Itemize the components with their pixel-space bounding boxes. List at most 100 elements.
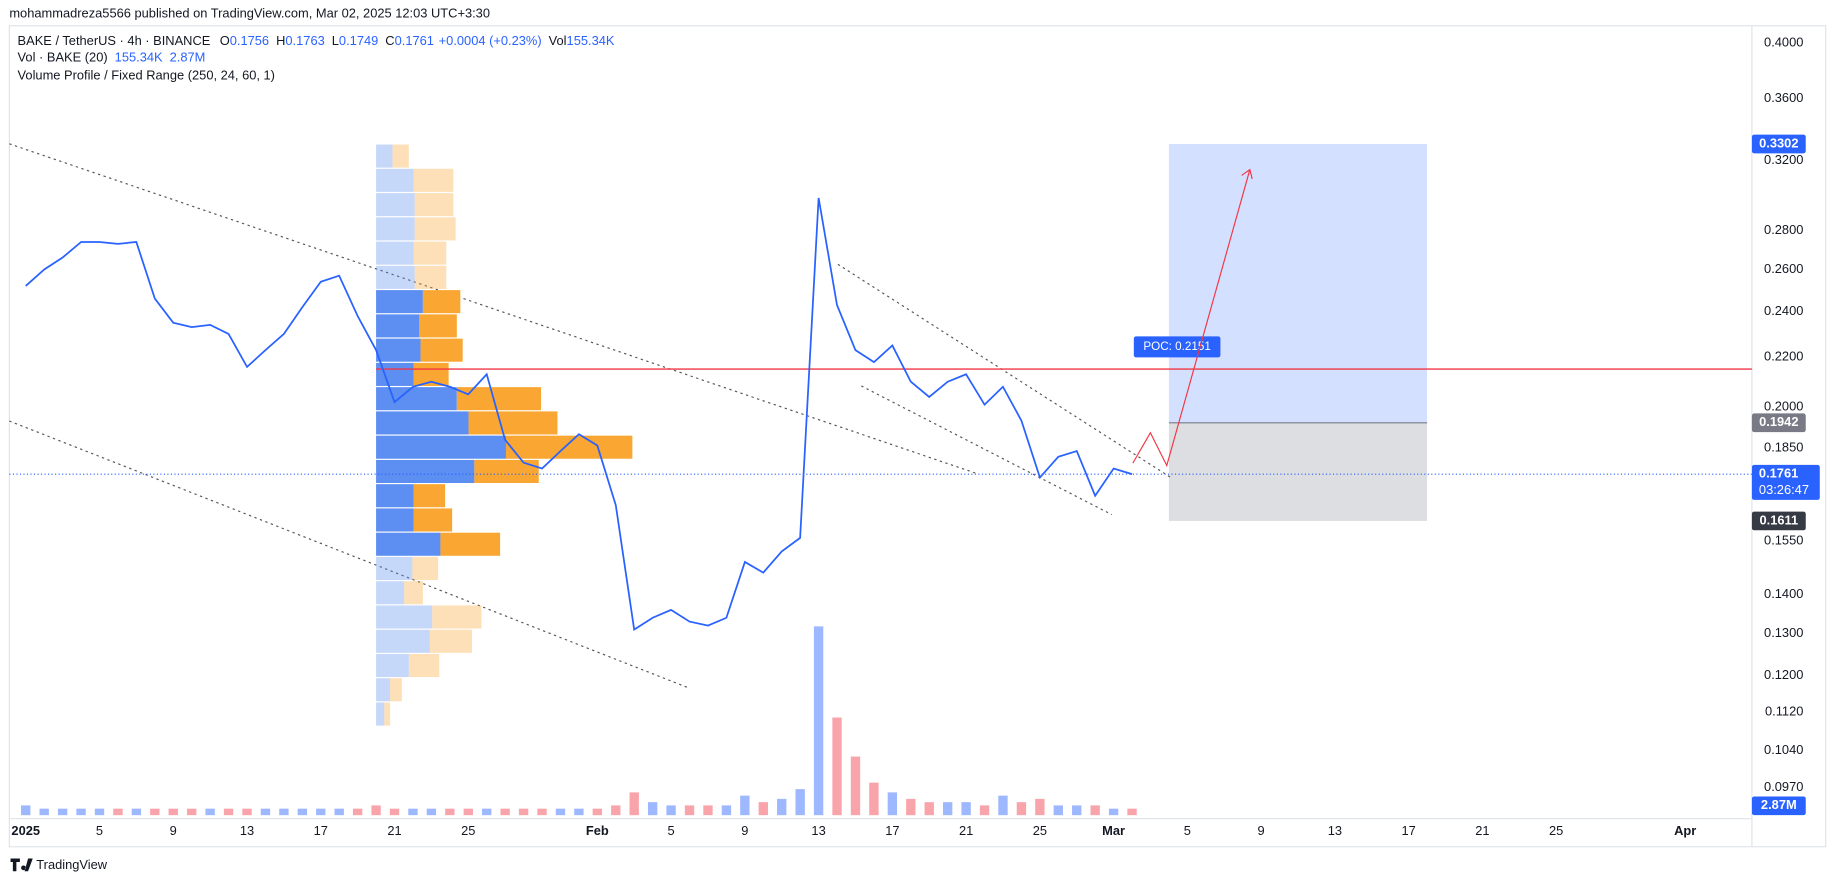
profile-up bbox=[376, 338, 421, 362]
x-tick-label: 5 bbox=[96, 823, 103, 838]
volume-bar bbox=[721, 805, 732, 816]
volume-bar bbox=[39, 808, 49, 816]
vol-label: Vol bbox=[549, 33, 567, 48]
y-tick-label: 0.3600 bbox=[1764, 90, 1803, 105]
volume-bar bbox=[629, 792, 639, 816]
volume-bar bbox=[260, 808, 271, 816]
volume-bar bbox=[297, 808, 308, 816]
volume-bar bbox=[592, 808, 603, 816]
volume-bar bbox=[906, 798, 916, 816]
trendline bbox=[837, 263, 1171, 478]
target-label: 0.3302 bbox=[1759, 135, 1798, 150]
volume-bar bbox=[168, 808, 178, 816]
profile-down bbox=[468, 411, 558, 435]
volume-bar bbox=[961, 802, 971, 816]
x-tick-label: 13 bbox=[240, 823, 254, 838]
profile-down bbox=[413, 241, 447, 265]
x-tick-label: 9 bbox=[170, 823, 177, 838]
x-tick-label: 21 bbox=[959, 823, 973, 838]
y-tick-label: 0.1300 bbox=[1764, 625, 1803, 640]
plot-layer: POC: 0.2151 0.4000 0.3600 0.3200 0.2800 0.260… bbox=[9, 35, 1820, 838]
profile-up bbox=[376, 241, 414, 265]
x-tick-label: 25 bbox=[1033, 823, 1047, 838]
legend-main: BAKE / TetherUS · 4h · BINANCE O0.1756 H0.… bbox=[18, 33, 615, 48]
brand-name: TradingView bbox=[36, 857, 108, 872]
volume-bar bbox=[611, 805, 621, 816]
profile-up bbox=[376, 217, 415, 241]
legend-volume: Vol · BAKE (20) 155.34K 2.87M bbox=[18, 50, 206, 65]
volume-label: 2.87M bbox=[1761, 797, 1797, 812]
price-line bbox=[25, 197, 1133, 632]
volume-bar bbox=[334, 808, 344, 816]
profile-down bbox=[420, 338, 463, 362]
volume-bar bbox=[703, 805, 713, 816]
stop-label: 0.1611 bbox=[1760, 512, 1799, 527]
profile-up bbox=[376, 265, 415, 289]
volume-bar bbox=[942, 802, 953, 816]
countdown: 03:26:47 bbox=[1759, 482, 1809, 497]
volume-bar bbox=[998, 795, 1008, 816]
volume-bar bbox=[463, 808, 473, 816]
frame bbox=[8, 25, 1827, 848]
profile-up bbox=[376, 581, 405, 605]
y-tick-label: 0.1550 bbox=[1764, 533, 1803, 548]
volume-bar bbox=[389, 808, 400, 816]
ohlc-label: O bbox=[220, 33, 230, 48]
volume-bar bbox=[352, 808, 363, 816]
indicator-value: 155.34K bbox=[115, 50, 163, 65]
profile-up bbox=[376, 678, 391, 702]
x-tick-label: 25 bbox=[1549, 823, 1563, 838]
profile-down bbox=[414, 217, 456, 241]
volume-bar bbox=[1053, 805, 1063, 816]
volume-bar bbox=[21, 805, 31, 816]
x-tick-label: Feb bbox=[586, 823, 609, 838]
target-zone bbox=[1168, 143, 1428, 423]
x-tick-label: 9 bbox=[741, 823, 748, 838]
profile-down bbox=[432, 605, 482, 629]
projection-arrow bbox=[1132, 168, 1253, 468]
y-tick-label: 0.2600 bbox=[1764, 261, 1803, 276]
volume-bar bbox=[979, 805, 990, 816]
x-tick-label: 5 bbox=[1184, 823, 1191, 838]
trendlines bbox=[9, 143, 1171, 689]
trendline bbox=[861, 385, 1113, 516]
profile-down bbox=[414, 265, 447, 289]
vol-value: 155.34K bbox=[567, 33, 615, 48]
profile-up bbox=[376, 702, 385, 726]
volume-bar bbox=[537, 808, 547, 816]
indicator-name: Vol · BAKE (20) bbox=[18, 50, 108, 65]
volume-bar bbox=[1016, 802, 1027, 816]
x-tick-label: 21 bbox=[387, 823, 401, 838]
volume-bar bbox=[445, 808, 455, 816]
x-tick-label: 5 bbox=[668, 823, 675, 838]
volume-bar bbox=[832, 717, 842, 816]
last-price-box bbox=[1751, 464, 1820, 500]
entry-label-box bbox=[1751, 413, 1806, 433]
volume-bar bbox=[869, 782, 879, 816]
volume-bar bbox=[518, 808, 529, 816]
volume-bar bbox=[850, 756, 861, 816]
y-tick-label: 0.2400 bbox=[1764, 303, 1803, 318]
x-tick-label: 9 bbox=[1258, 823, 1265, 838]
volume-bar bbox=[666, 805, 676, 816]
profile-up bbox=[376, 314, 420, 338]
ohlc-value: 0.1749 bbox=[339, 33, 378, 48]
y-tick-label: 0.1040 bbox=[1764, 742, 1803, 757]
volume-bar bbox=[1127, 808, 1137, 816]
x-tick-label: 21 bbox=[1475, 823, 1489, 838]
volume-bar bbox=[1072, 805, 1082, 816]
volume-bar bbox=[408, 808, 418, 816]
profile-down bbox=[422, 290, 461, 314]
profile-down bbox=[429, 629, 473, 653]
profile-down bbox=[474, 459, 539, 483]
y-tick-label: 0.2000 bbox=[1764, 399, 1803, 414]
y-tick-label: 0.1400 bbox=[1764, 586, 1803, 601]
volume-bar bbox=[684, 805, 695, 816]
volume-bar bbox=[777, 798, 787, 816]
profile-up bbox=[376, 508, 414, 532]
profile-up bbox=[376, 629, 430, 653]
volume-bar bbox=[316, 808, 326, 816]
profile-down bbox=[414, 193, 454, 217]
